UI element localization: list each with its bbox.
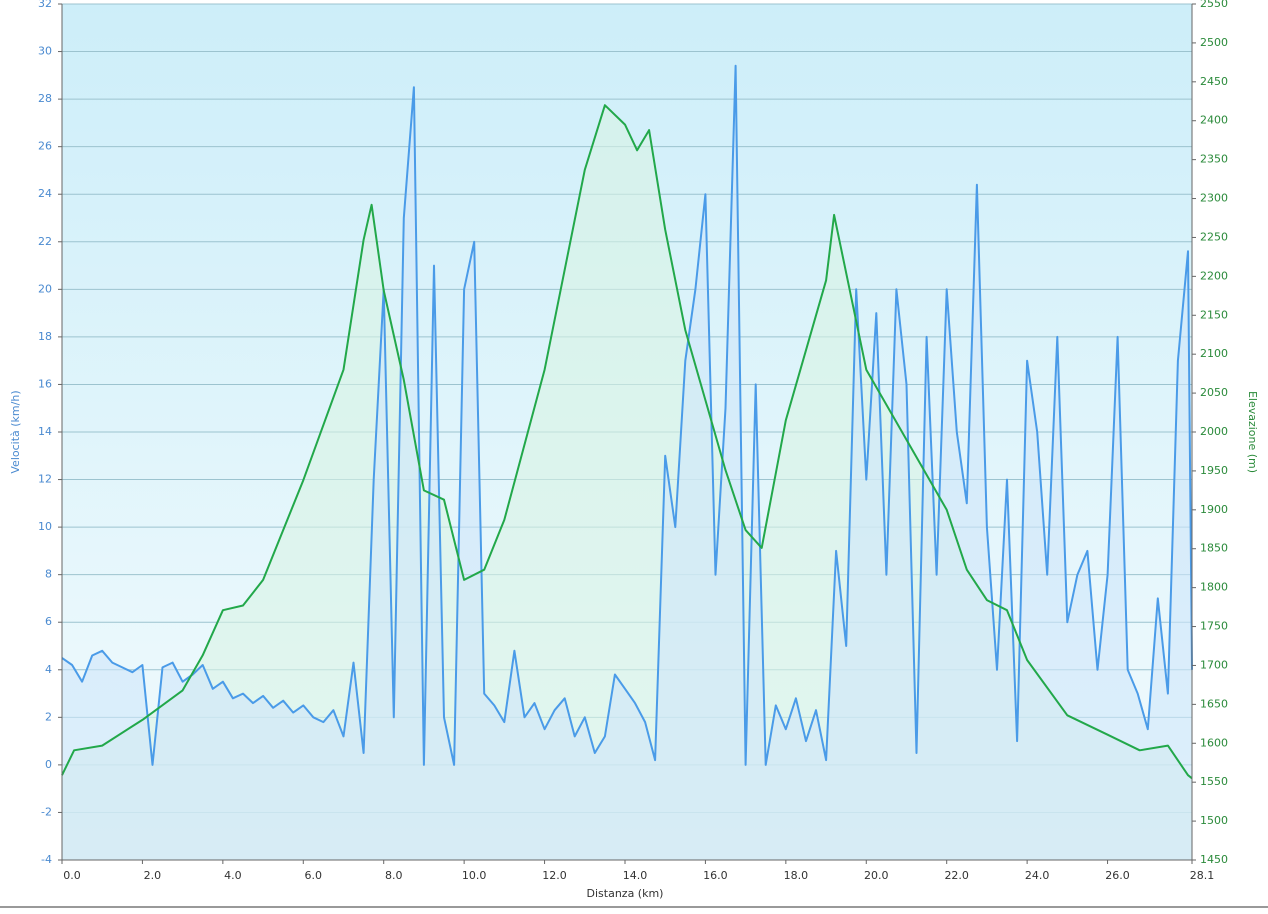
y2-tick-label: 1550 [1200, 775, 1228, 788]
y2-axis-title: Elevazione (m) [1246, 391, 1259, 473]
y2-tick-label: 2000 [1200, 425, 1228, 438]
y2-tick-label: 2150 [1200, 308, 1228, 321]
x-tick-label: 26.0 [1105, 869, 1130, 882]
x-axis-title: Distanza (km) [587, 887, 664, 900]
y-tick-label: 4 [45, 663, 52, 676]
y-tick-label: 26 [38, 140, 52, 153]
y-tick-label: 18 [38, 330, 52, 343]
y-tick-label: 2 [45, 710, 52, 723]
y2-tick-label: 1600 [1200, 736, 1228, 749]
y2-tick-label: 2100 [1200, 347, 1228, 360]
x-tick-label: 0.0 [63, 869, 81, 882]
y2-tick-label: 2200 [1200, 269, 1228, 282]
x-tick-label: 18.0 [784, 869, 809, 882]
y2-tick-label: 1850 [1200, 542, 1228, 555]
y-tick-label: 32 [38, 0, 52, 10]
y-tick-label: 30 [38, 45, 52, 58]
y2-tick-label: 1900 [1200, 503, 1228, 516]
y2-tick-label: 2350 [1200, 153, 1228, 166]
x-tick-label: 4.0 [224, 869, 242, 882]
x-tick-label: 6.0 [305, 869, 323, 882]
y2-tick-label: 1650 [1200, 697, 1228, 710]
y2-tick-label: 2300 [1200, 192, 1228, 205]
y2-tick-label: 2250 [1200, 230, 1228, 243]
y-tick-label: 10 [38, 520, 52, 533]
y-tick-label: 6 [45, 615, 52, 628]
plot [61, 3, 1193, 861]
x-tick-label: 24.0 [1025, 869, 1050, 882]
x-tick-label: 20.0 [864, 869, 889, 882]
y-axis-title: Velocità (km/h) [9, 390, 22, 473]
y-tick-label: 12 [38, 473, 52, 486]
y-tick-label: 0 [45, 758, 52, 771]
x-tick-label: 22.0 [944, 869, 969, 882]
y2-tick-label: 2450 [1200, 75, 1228, 88]
y2-tick-label: 1450 [1200, 853, 1228, 866]
y2-tick-label: 2500 [1200, 36, 1228, 49]
y2-tick-label: 1800 [1200, 581, 1228, 594]
y-tick-label: 24 [38, 187, 52, 200]
y-tick-label: 14 [38, 425, 52, 438]
area-fill [62, 65, 1192, 861]
y2-tick-label: 1700 [1200, 658, 1228, 671]
y2-tick-label: 2400 [1200, 114, 1228, 127]
x-tick-label: 28.1 [1190, 869, 1215, 882]
line [61, 104, 1193, 780]
y-tick-label: 22 [38, 235, 52, 248]
y-tick-label: -4 [41, 853, 52, 866]
line [61, 64, 1193, 766]
y2-tick-label: 2050 [1200, 386, 1228, 399]
y2-tick-label: 1750 [1200, 620, 1228, 633]
x-tick-label: 2.0 [144, 869, 162, 882]
y-tick-label: 28 [38, 92, 52, 105]
x-tick-label: 14.0 [623, 869, 648, 882]
y2-tick-label: 1500 [1200, 814, 1228, 827]
y2-tick-label: 2550 [1200, 0, 1228, 10]
y-tick-label: 16 [38, 377, 52, 390]
y-tick-label: 8 [45, 568, 52, 581]
x-tick-label: 8.0 [385, 869, 403, 882]
x-tick-label: 12.0 [542, 869, 567, 882]
y-tick-label: 20 [38, 282, 52, 295]
x-tick-label: 10.0 [462, 869, 487, 882]
y2-tick-label: 1950 [1200, 464, 1228, 477]
x-tick-label: 16.0 [703, 869, 728, 882]
y-tick-label: -2 [41, 805, 52, 818]
